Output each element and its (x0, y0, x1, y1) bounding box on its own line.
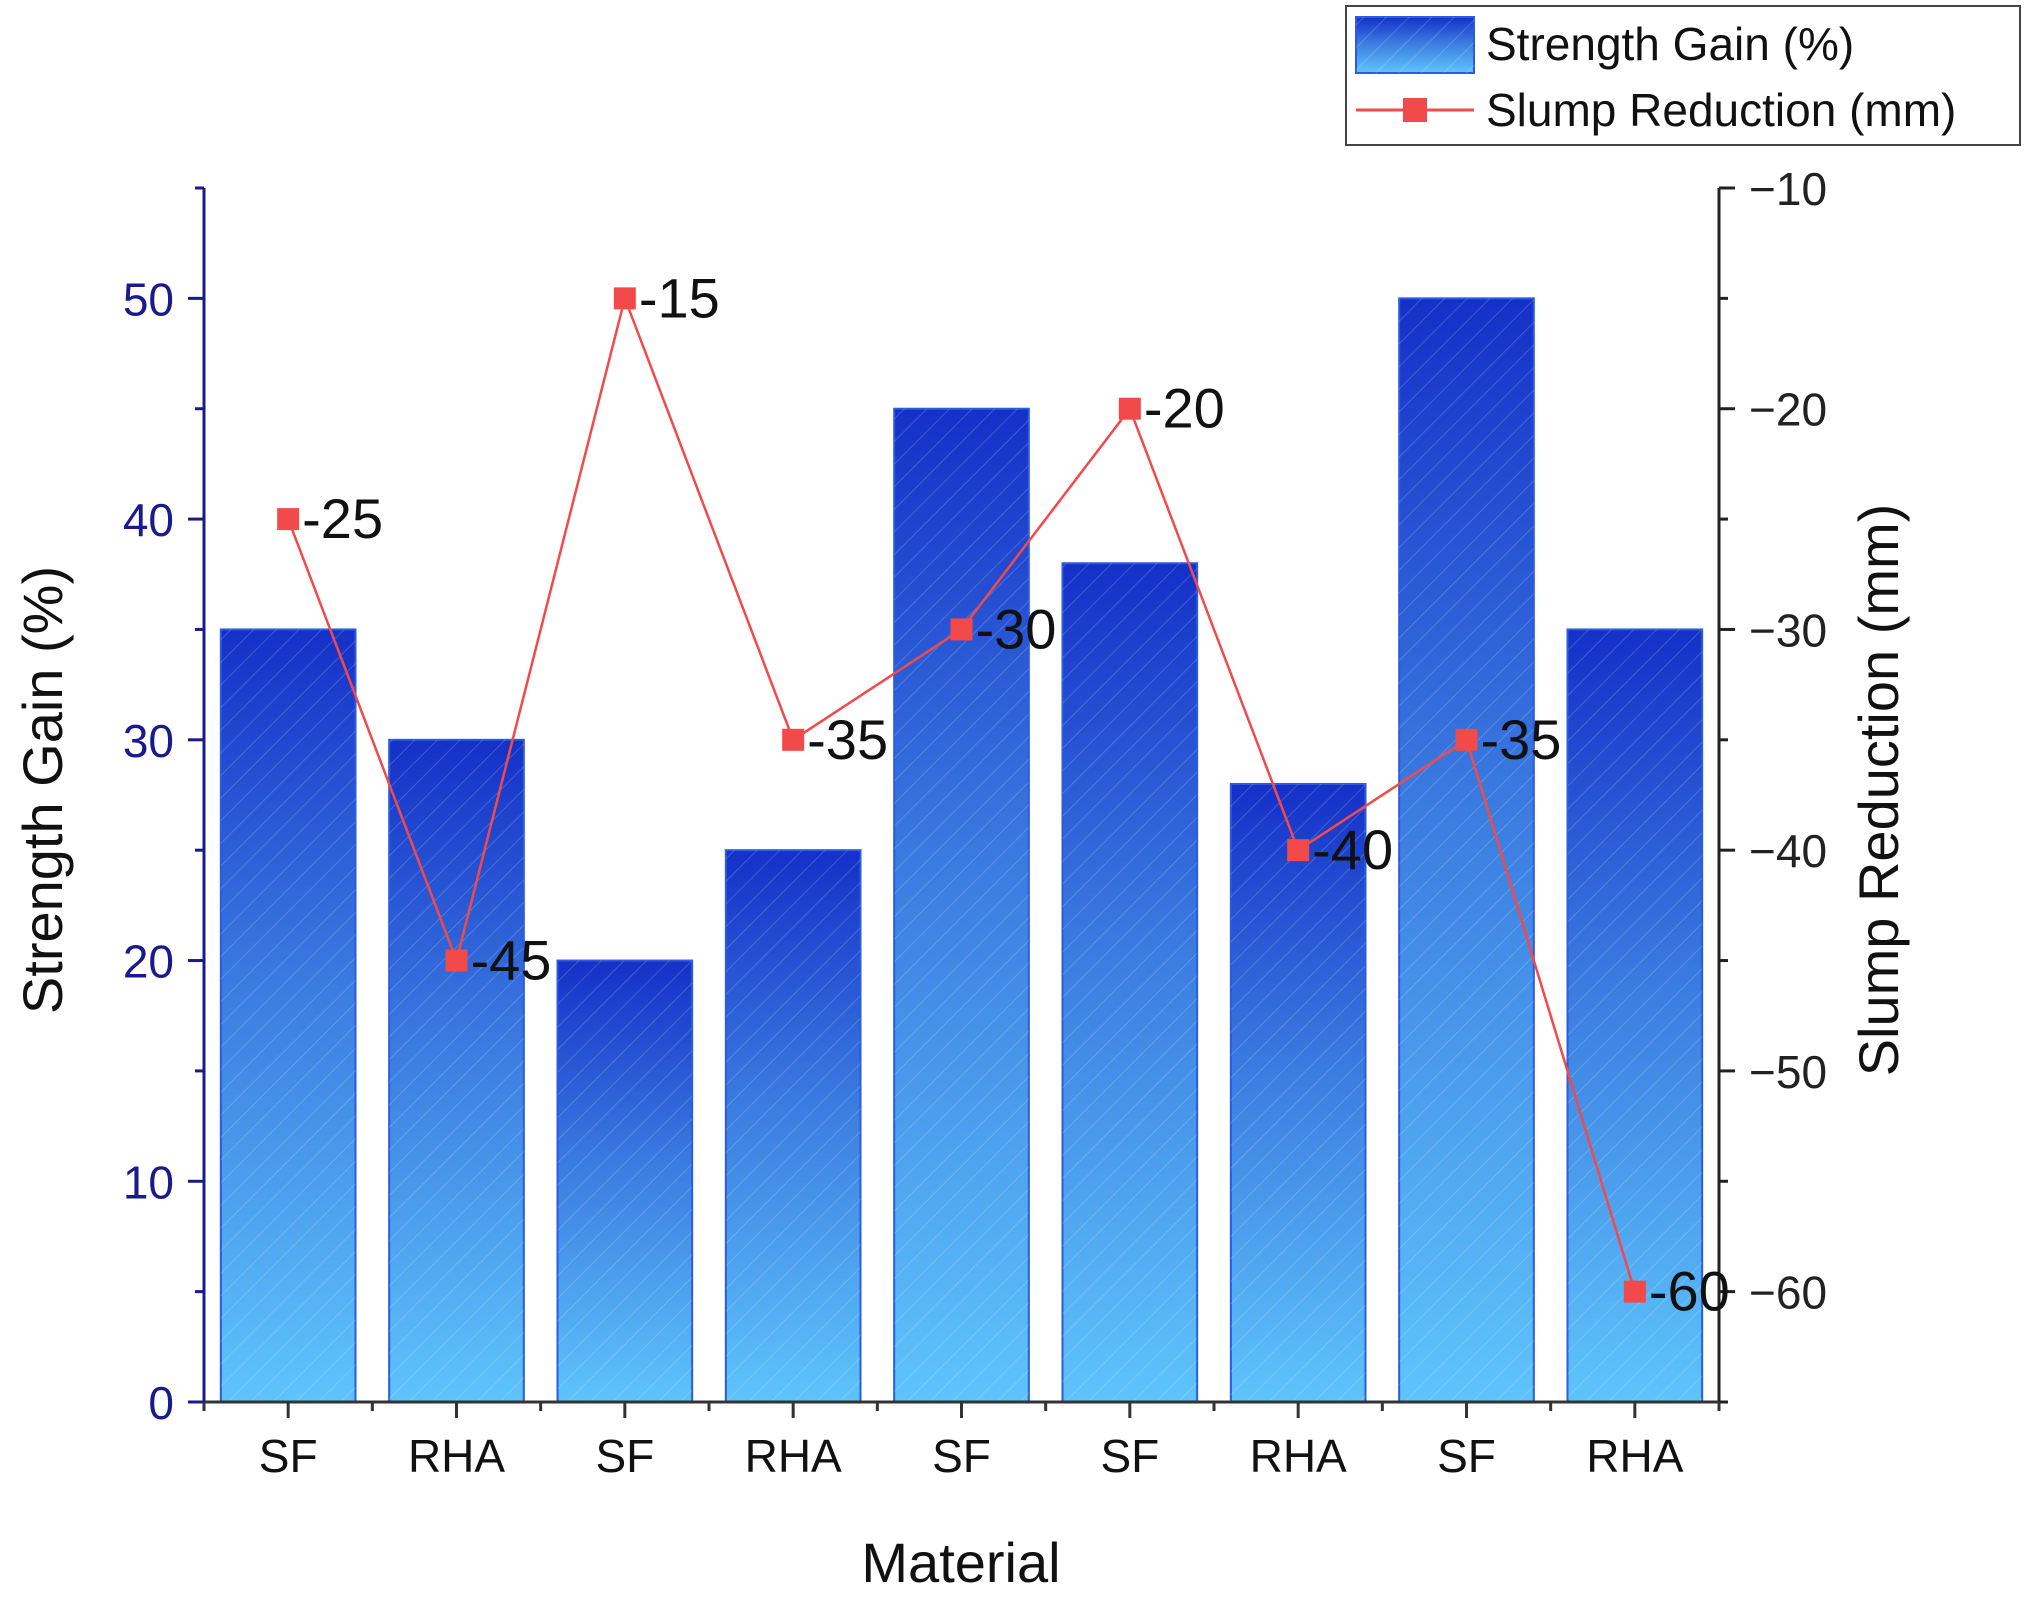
slump-data-label: -60 (1649, 1260, 1730, 1323)
slump-data-label: -40 (1312, 818, 1393, 881)
x-tick-label: RHA (1586, 1430, 1683, 1482)
slump-data-label: -45 (471, 929, 552, 992)
bar-hatch-7 (1230, 783, 1366, 1402)
x-tick-label: RHA (408, 1430, 505, 1482)
slump-data-label: -35 (807, 708, 888, 771)
slump-data-label: -25 (302, 487, 383, 550)
legend: Strength Gain (%) Slump Reduction (mm) (1345, 5, 2021, 146)
y-right-axis-title: Slump Reduction (mm) (1847, 504, 1910, 1077)
slump-marker-1 (277, 508, 300, 531)
bar-hatch-1 (220, 629, 356, 1402)
legend-label-slump: Slump Reduction (mm) (1486, 84, 1956, 136)
axes: 0 10 20 30 40 50 −10 −20 −30 −40 −50 −60 SF RHA SF RHA S… (123, 163, 1827, 1482)
y-right-tick-label: −60 (1749, 1267, 1827, 1319)
x-tick-label: RHA (745, 1430, 842, 1482)
slump-marker-2 (445, 949, 468, 972)
y-left-tick-label: 10 (123, 1156, 174, 1208)
bar-hatch-5 (894, 408, 1029, 1402)
slump-marker-9 (1623, 1280, 1646, 1303)
legend-marker-swatch (1403, 98, 1427, 122)
y-right-tick-label: −50 (1749, 1046, 1827, 1098)
y-right-tick-label: −40 (1749, 825, 1827, 877)
slump-data-label: -35 (1481, 708, 1562, 771)
y-left-tick-label: 50 (123, 273, 174, 325)
slump-line-series: -25 -45 -15 -35 -30 -20 -40 -35 -60 (277, 266, 1730, 1323)
slump-data-label: -20 (1144, 377, 1225, 440)
y-left-tick-label: 30 (123, 715, 174, 767)
x-axis-title: Material (861, 1531, 1060, 1594)
slump-marker-6 (1118, 397, 1141, 420)
bar-hatch-3 (557, 960, 693, 1402)
x-tick-label: SF (932, 1430, 991, 1482)
x-tick-label: SF (1100, 1430, 1159, 1482)
bar-hatch-8 (1399, 298, 1534, 1402)
slump-marker-3 (613, 287, 636, 310)
slump-marker-8 (1455, 728, 1478, 751)
bar-hatch-4 (725, 850, 861, 1402)
y-right-tick-label: −20 (1749, 384, 1827, 436)
y-right-tick-label: −30 (1749, 604, 1827, 656)
y-left-axis-title: Strength Gain (%) (11, 566, 74, 1014)
slump-marker-5 (950, 618, 973, 641)
legend-bar-swatch-hatch (1356, 17, 1474, 73)
slump-marker-4 (782, 728, 805, 751)
bar-hatch-2 (389, 739, 524, 1402)
x-tick-label: SF (259, 1430, 318, 1482)
slump-marker-7 (1287, 839, 1310, 862)
y-right-tick-label: −10 (1749, 163, 1827, 215)
slump-data-label: -15 (639, 266, 720, 329)
x-tick-label: SF (595, 1430, 654, 1482)
bar-hatch-6 (1062, 563, 1198, 1402)
y-left-tick-label: 0 (148, 1377, 174, 1429)
x-tick-label: SF (1437, 1430, 1496, 1482)
slump-data-label: -30 (976, 597, 1057, 660)
x-tick-label: RHA (1250, 1430, 1347, 1482)
bars (219, 297, 1704, 1404)
y-left-tick-label: 40 (123, 494, 174, 546)
legend-label-strength: Strength Gain (%) (1486, 18, 1854, 70)
y-left-tick-label: 20 (123, 936, 174, 988)
bar-hatch-9 (1567, 629, 1703, 1402)
